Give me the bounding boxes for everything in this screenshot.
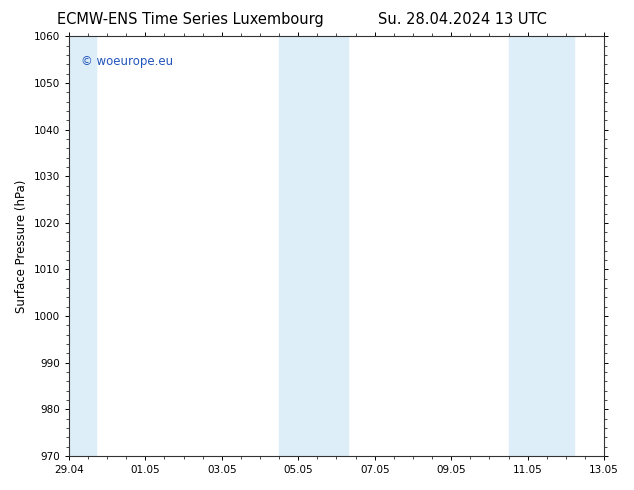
Y-axis label: Surface Pressure (hPa): Surface Pressure (hPa) xyxy=(15,179,28,313)
Text: ECMW-ENS Time Series Luxembourg: ECMW-ENS Time Series Luxembourg xyxy=(57,12,323,27)
Text: Su. 28.04.2024 13 UTC: Su. 28.04.2024 13 UTC xyxy=(378,12,547,27)
Bar xyxy=(318,36,348,456)
Text: © woeurope.eu: © woeurope.eu xyxy=(81,55,172,68)
Bar xyxy=(279,36,318,456)
Bar xyxy=(539,36,574,456)
Bar xyxy=(508,36,539,456)
Bar xyxy=(69,36,96,456)
